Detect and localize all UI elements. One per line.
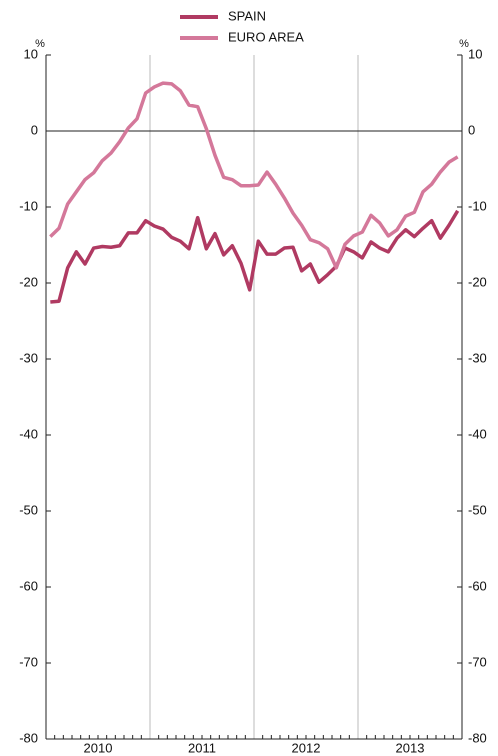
unit-right: %	[459, 38, 469, 50]
y2-tick-label: 0	[468, 122, 475, 137]
x-tick-label: 2011	[188, 740, 216, 755]
y2-tick-label: 10	[468, 46, 482, 61]
y-tick-label: -30	[19, 350, 38, 365]
series-line	[49, 81, 459, 270]
y2-tick-label: -10	[468, 198, 487, 213]
y-tick-label: -50	[19, 502, 38, 517]
y-tick-label: -70	[19, 654, 38, 669]
y2-tick-label: -80	[468, 730, 487, 745]
unit-left: %	[35, 38, 45, 50]
legend-label: SPAIN	[228, 8, 266, 23]
series-line	[50, 209, 460, 304]
y2-tick-label: -30	[468, 350, 487, 365]
x-tick-label: 2010	[84, 740, 113, 755]
y2-tick-label: -40	[468, 426, 487, 441]
y-tick-label: 0	[31, 122, 38, 137]
y-tick-label: -80	[19, 730, 38, 745]
y2-tick-label: -50	[468, 502, 487, 517]
y2-tick-label: -70	[468, 654, 487, 669]
x-tick-label: 2013	[396, 740, 425, 755]
legend-label: EURO AREA	[228, 29, 304, 44]
y-tick-label: -10	[19, 198, 38, 213]
y2-tick-label: -20	[468, 274, 487, 289]
y-tick-label: -20	[19, 274, 38, 289]
x-tick-label: 2012	[292, 740, 321, 755]
y-tick-label: -40	[19, 426, 38, 441]
y2-tick-label: -60	[468, 578, 487, 593]
y-tick-label: -60	[19, 578, 38, 593]
y-tick-label: 10	[24, 46, 38, 61]
